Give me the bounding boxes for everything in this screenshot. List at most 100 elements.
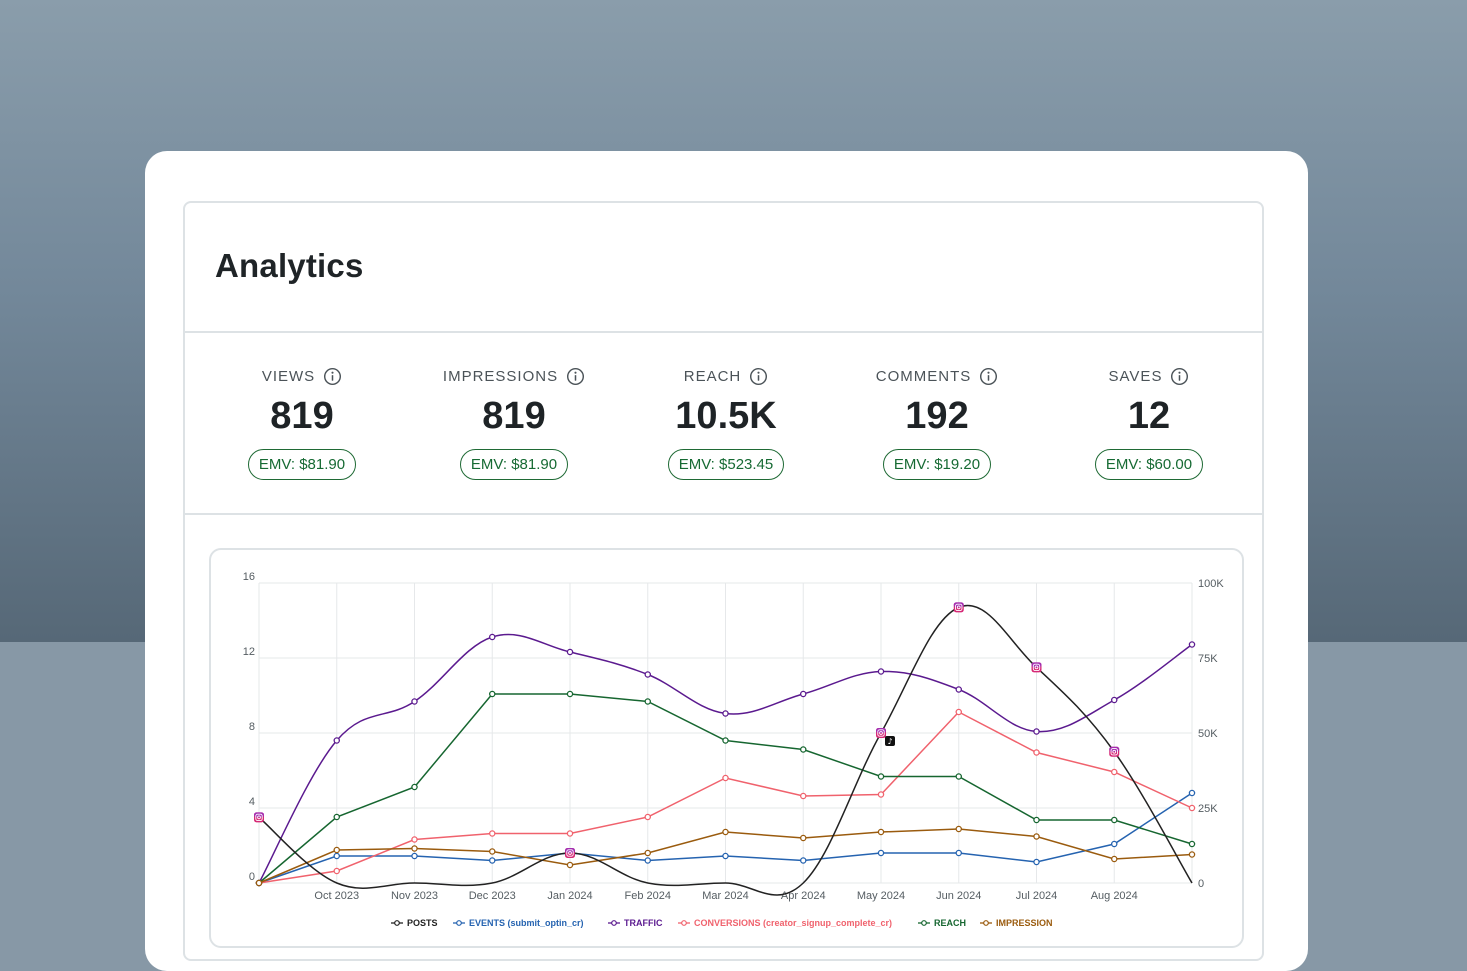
- legend-item: CONVERSIONS (creator_signup_complete_cr): [678, 918, 892, 928]
- data-point-reach: [411, 783, 418, 791]
- y-right-tick-label: 0: [1198, 878, 1204, 890]
- x-tick-label: Nov 2023: [391, 890, 438, 902]
- x-tick-label: Jul 2024: [1016, 890, 1058, 902]
- stat-label: VIEWS: [261, 368, 316, 385]
- legend-item: EVENTS (submit_optin_cr): [453, 918, 584, 928]
- x-tick-label: Jan 2024: [547, 890, 592, 902]
- data-point-reach: [1188, 840, 1196, 848]
- data-point-traffic: [877, 668, 885, 675]
- info-icon[interactable]: [323, 367, 342, 386]
- y-left-tick-label: 8: [249, 721, 255, 733]
- x-tick-label: May 2024: [857, 890, 905, 902]
- data-point-reach: [333, 813, 341, 821]
- page-title: Analytics: [215, 247, 364, 284]
- stat-comments: COMMENTS 192 EMV: $19.20: [822, 333, 1052, 513]
- data-point-events: [877, 849, 885, 857]
- data-point-impression: [1111, 855, 1118, 863]
- legend-item: POSTS: [391, 918, 438, 928]
- legend-item: TRAFFIC: [608, 918, 663, 928]
- tiktok-icon: ♪: [885, 736, 895, 746]
- y-left-tick-label: 12: [243, 646, 255, 658]
- data-point-traffic: [488, 633, 496, 641]
- legend-label: IMPRESSION: [996, 918, 1053, 928]
- info-icon[interactable]: [1170, 367, 1189, 386]
- data-point-conversions: [644, 813, 651, 821]
- emv-badge: EMV: $523.45: [667, 449, 785, 480]
- data-point-conversions: [1033, 749, 1040, 756]
- data-point-events: [411, 852, 418, 860]
- data-point-traffic: [1111, 696, 1118, 704]
- instagram-icon: [876, 728, 886, 738]
- data-point-impression: [1188, 851, 1196, 858]
- data-point-traffic: [566, 648, 574, 656]
- data-point-conversions: [722, 774, 729, 782]
- data-point-reach: [955, 773, 963, 780]
- data-point-impression: [877, 828, 885, 836]
- emv-badge: EMV: $19.20: [882, 449, 992, 480]
- y-right-tick-label: 75K: [1198, 653, 1218, 665]
- data-point-conversions: [488, 830, 496, 837]
- info-icon[interactable]: [749, 367, 768, 386]
- stat-reach: REACH 10.5K EMV: $523.45: [611, 333, 841, 513]
- svg-text:♪: ♪: [887, 737, 892, 746]
- data-point-reach: [1033, 816, 1040, 824]
- stat-value: 10.5K: [675, 395, 777, 437]
- legend-label: POSTS: [407, 918, 438, 928]
- x-tick-label: Aug 2024: [1091, 890, 1138, 902]
- data-point-conversions: [1188, 804, 1196, 812]
- data-point-impression: [955, 825, 963, 833]
- data-point-impression: [1033, 833, 1040, 840]
- data-point-reach: [566, 690, 574, 698]
- panel-header: Analytics: [185, 203, 1262, 333]
- legend-label: EVENTS (submit_optin_cr): [469, 918, 584, 928]
- data-point-events: [333, 852, 341, 860]
- instagram-icon: [1031, 662, 1042, 673]
- y-right-tick-label: 25K: [1198, 803, 1218, 815]
- data-point-traffic: [1033, 728, 1040, 735]
- analytics-panel: Analytics VIEWS 819 EMV: $81.90 IMPRESSI…: [183, 201, 1264, 961]
- instagram-icon: [565, 848, 575, 858]
- data-point-events: [955, 849, 963, 857]
- data-point-conversions: [566, 830, 574, 837]
- x-tick-label: Jun 2024: [936, 890, 981, 902]
- data-point-impression: [333, 846, 341, 854]
- data-point-reach: [722, 737, 729, 744]
- stat-views: VIEWS 819 EMV: $81.90: [187, 333, 417, 513]
- legend-label: TRAFFIC: [624, 918, 663, 928]
- stat-label: IMPRESSIONS: [442, 368, 559, 385]
- stats-row: VIEWS 819 EMV: $81.90 IMPRESSIONS 819 EM…: [185, 333, 1262, 515]
- data-point-conversions: [411, 836, 418, 843]
- data-point-traffic: [644, 671, 651, 678]
- x-tick-label: Mar 2024: [702, 890, 748, 902]
- data-point-reach: [644, 698, 651, 705]
- stat-value: 12: [1127, 395, 1171, 437]
- data-point-conversions: [1111, 768, 1118, 776]
- info-icon[interactable]: [979, 367, 998, 386]
- data-point-traffic: [333, 737, 341, 744]
- y-left-tick-label: 0: [249, 871, 255, 883]
- emv-badge: EMV: $81.90: [247, 449, 357, 480]
- stat-value: 819: [482, 395, 546, 437]
- info-icon[interactable]: [566, 367, 585, 386]
- data-point-traffic: [722, 710, 729, 717]
- data-point-reach: [488, 690, 496, 698]
- emv-badge: EMV: $60.00: [1094, 449, 1204, 480]
- data-point-impression: [722, 828, 729, 836]
- data-point-impression: [411, 845, 418, 852]
- series-line-posts: [258, 604, 1193, 896]
- stat-label: SAVES: [1108, 368, 1163, 385]
- analytics-line-chart: 0 4 8 12 16 0 25K 50K 75K 100K Oct 2023 Nov 2023 Dec…: [243, 571, 1225, 928]
- y-left-tick-label: 16: [243, 571, 255, 583]
- instagram-icon: [1109, 746, 1120, 757]
- x-tick-label: Dec 2023: [469, 890, 516, 902]
- y-right-tick-label: 50K: [1198, 728, 1218, 740]
- data-point-impression: [488, 848, 496, 855]
- y-left-tick-label: 4: [249, 796, 255, 808]
- data-point-events: [1033, 858, 1040, 866]
- data-point-events: [800, 857, 807, 864]
- data-point-traffic: [411, 698, 418, 705]
- legend-item: IMPRESSION: [980, 918, 1053, 928]
- stat-value: 192: [905, 395, 969, 437]
- data-point-conversions: [877, 791, 885, 798]
- stat-value: 819: [270, 395, 334, 437]
